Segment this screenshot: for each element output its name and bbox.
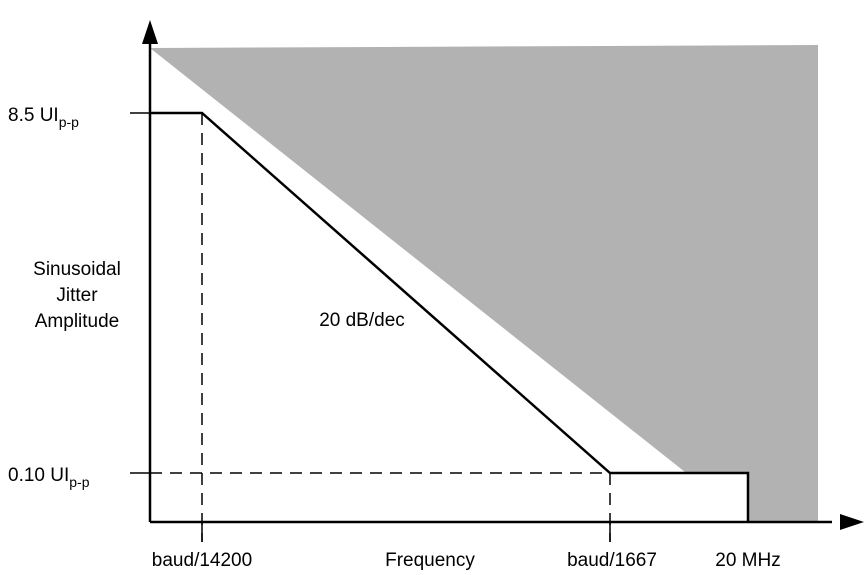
y-tick-label-subscript: p-p <box>69 474 89 490</box>
y-tick-label-main: 8.5 UI <box>8 105 59 126</box>
x-axis-arrow-icon <box>840 514 864 530</box>
y-tick-label-main: 0.10 UI <box>8 465 69 486</box>
x-tick-label: 20 MHz <box>715 550 780 571</box>
y-tick-label: 0.10 UIp-p <box>8 465 90 490</box>
y-axis-arrow-icon <box>142 20 158 44</box>
x-tick-label: baud/14200 <box>152 550 252 571</box>
mask-interior-region <box>150 113 748 522</box>
x-tick-label: baud/1667 <box>567 550 657 571</box>
y-axis-title-line-3: Amplitude <box>35 311 120 332</box>
y-tick-label: 8.5 UIp-p <box>8 105 79 130</box>
shaded-region <box>150 45 818 522</box>
y-axis-title-line-1: Sinusoidal <box>33 259 121 280</box>
x-axis-title: Frequency <box>385 550 475 571</box>
slope-annotation: 20 dB/dec <box>319 310 405 331</box>
y-axis-title-line-2: Jitter <box>56 285 98 306</box>
y-tick-label-subscript: p-p <box>59 114 79 130</box>
tolerance-mask-line <box>150 111 750 522</box>
